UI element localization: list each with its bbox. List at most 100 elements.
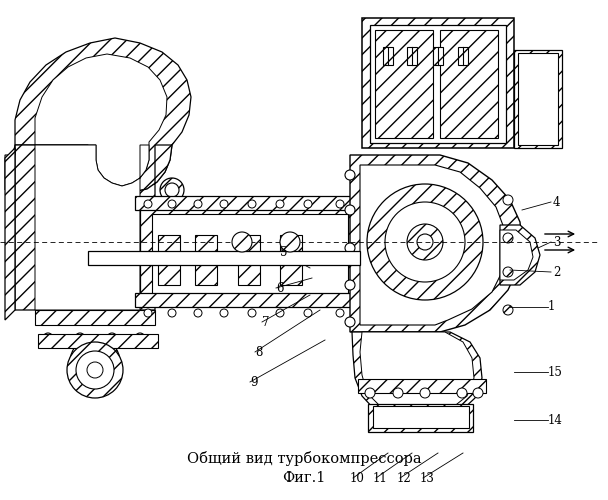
Bar bbox=[280, 235, 302, 285]
Polygon shape bbox=[5, 148, 15, 320]
Circle shape bbox=[160, 178, 184, 202]
Circle shape bbox=[232, 232, 252, 252]
Bar bbox=[158, 235, 180, 285]
Circle shape bbox=[248, 309, 256, 317]
Circle shape bbox=[503, 195, 513, 205]
Circle shape bbox=[79, 346, 111, 378]
Polygon shape bbox=[360, 165, 506, 325]
Circle shape bbox=[345, 317, 355, 327]
Circle shape bbox=[144, 200, 152, 208]
Polygon shape bbox=[360, 332, 474, 419]
Circle shape bbox=[276, 200, 284, 208]
Bar bbox=[368, 404, 473, 432]
Polygon shape bbox=[15, 38, 191, 192]
Circle shape bbox=[43, 333, 53, 343]
Circle shape bbox=[345, 280, 355, 290]
Text: 9: 9 bbox=[250, 376, 258, 388]
Circle shape bbox=[220, 309, 228, 317]
Bar bbox=[88, 251, 360, 265]
Circle shape bbox=[345, 170, 355, 180]
Circle shape bbox=[367, 184, 483, 300]
Circle shape bbox=[248, 200, 256, 208]
Polygon shape bbox=[15, 145, 172, 310]
Circle shape bbox=[168, 200, 176, 208]
Text: Фиг.1: Фиг.1 bbox=[282, 471, 326, 485]
Text: 2: 2 bbox=[553, 266, 561, 278]
Polygon shape bbox=[35, 54, 167, 186]
Circle shape bbox=[385, 202, 465, 282]
Bar bbox=[440, 30, 498, 138]
Circle shape bbox=[420, 388, 430, 398]
Text: 8: 8 bbox=[255, 346, 263, 358]
Text: Общий вид турбокомпрессора: Общий вид турбокомпрессора bbox=[187, 450, 421, 466]
Circle shape bbox=[503, 267, 513, 277]
Text: 1: 1 bbox=[548, 300, 555, 314]
Bar bbox=[458, 47, 468, 65]
Bar bbox=[140, 207, 360, 305]
Circle shape bbox=[194, 309, 202, 317]
Circle shape bbox=[336, 309, 344, 317]
Bar bbox=[373, 406, 469, 428]
Circle shape bbox=[168, 309, 176, 317]
Text: 15: 15 bbox=[548, 366, 563, 378]
Circle shape bbox=[220, 200, 228, 208]
Polygon shape bbox=[35, 310, 155, 325]
Circle shape bbox=[280, 232, 300, 252]
Circle shape bbox=[393, 388, 403, 398]
Circle shape bbox=[165, 183, 179, 197]
Circle shape bbox=[457, 388, 467, 398]
Circle shape bbox=[407, 224, 443, 260]
Polygon shape bbox=[350, 155, 522, 332]
Bar bbox=[362, 18, 514, 148]
Bar bbox=[370, 25, 506, 143]
Text: 14: 14 bbox=[548, 414, 563, 426]
Bar bbox=[135, 293, 365, 307]
Text: 12: 12 bbox=[397, 472, 412, 484]
Circle shape bbox=[194, 200, 202, 208]
Text: 6: 6 bbox=[276, 282, 283, 294]
Circle shape bbox=[70, 337, 120, 387]
Circle shape bbox=[365, 388, 375, 398]
Circle shape bbox=[304, 200, 312, 208]
Circle shape bbox=[473, 388, 483, 398]
Text: 5: 5 bbox=[280, 246, 288, 258]
Circle shape bbox=[503, 305, 513, 315]
Circle shape bbox=[67, 342, 123, 398]
Bar bbox=[518, 53, 558, 145]
Polygon shape bbox=[35, 145, 149, 310]
Polygon shape bbox=[352, 332, 482, 423]
Circle shape bbox=[503, 233, 513, 243]
Circle shape bbox=[345, 205, 355, 215]
Polygon shape bbox=[500, 230, 533, 280]
Circle shape bbox=[76, 351, 114, 389]
Bar bbox=[195, 235, 217, 285]
Text: 11: 11 bbox=[373, 472, 388, 484]
Bar bbox=[135, 196, 365, 210]
Text: 7: 7 bbox=[262, 316, 269, 328]
Polygon shape bbox=[500, 225, 540, 285]
Bar bbox=[358, 379, 486, 393]
Bar bbox=[375, 30, 433, 138]
Text: 4: 4 bbox=[553, 196, 561, 208]
Circle shape bbox=[135, 333, 145, 343]
Circle shape bbox=[304, 309, 312, 317]
Bar bbox=[38, 334, 158, 348]
Circle shape bbox=[144, 309, 152, 317]
Circle shape bbox=[107, 333, 117, 343]
Circle shape bbox=[75, 333, 85, 343]
Text: 13: 13 bbox=[420, 472, 435, 484]
Text: 10: 10 bbox=[350, 472, 365, 484]
Bar bbox=[514, 50, 562, 148]
Circle shape bbox=[345, 243, 355, 253]
Bar bbox=[383, 47, 393, 65]
Polygon shape bbox=[5, 145, 15, 190]
Circle shape bbox=[87, 362, 103, 378]
Bar bbox=[407, 47, 417, 65]
Circle shape bbox=[276, 309, 284, 317]
Bar bbox=[152, 214, 348, 298]
Text: 3: 3 bbox=[553, 236, 561, 248]
Bar bbox=[238, 235, 260, 285]
Circle shape bbox=[417, 234, 433, 250]
Circle shape bbox=[336, 200, 344, 208]
Bar bbox=[433, 47, 443, 65]
